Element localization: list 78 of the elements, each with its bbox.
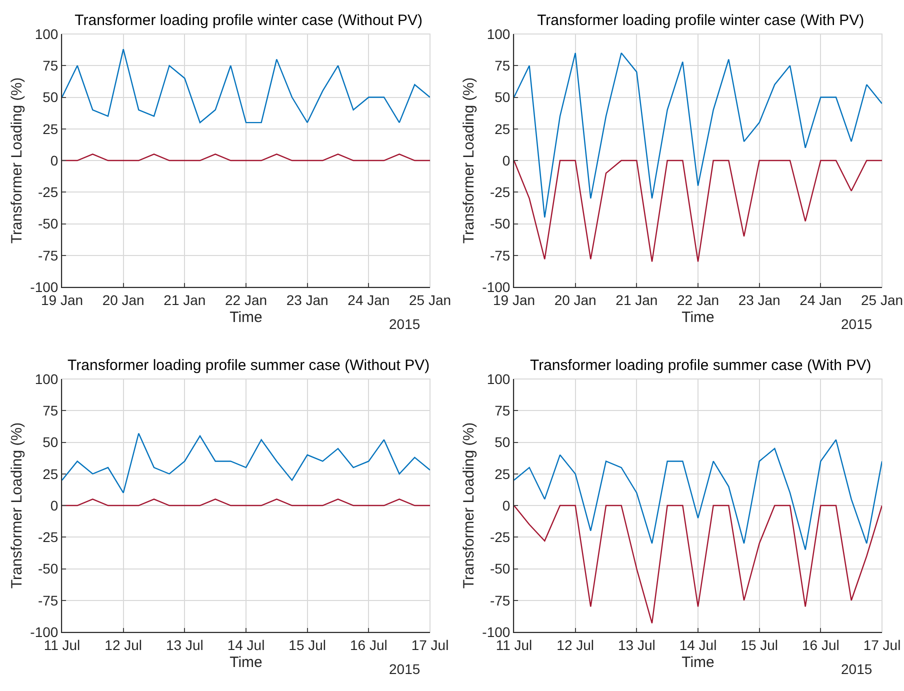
y-axis-title: Transformer Loading (%) (460, 77, 478, 244)
y-tick-label: 75 (42, 58, 58, 74)
y-tick-label: 100 (34, 370, 58, 387)
y-tick-label: -25 (38, 529, 58, 546)
y-tick-label: 50 (42, 434, 58, 450)
x-tick-label: 15 Jul (288, 636, 326, 653)
text: 2015 (841, 316, 872, 332)
y-tick-label: -75 (38, 592, 58, 608)
chart-title: Transformer loading profile winter case (Without PV) (74, 12, 423, 30)
line-series (62, 432, 430, 494)
x-tick-label: 24 Jan (348, 292, 390, 308)
y-tick-label: 25 (42, 120, 58, 137)
x-tick-label: 22 Jan (224, 292, 268, 308)
x-tick-label: 15 Jul (740, 636, 778, 653)
y-axis-title: Transformer Loading (%) (8, 77, 26, 244)
y-tick-label: 75 (494, 402, 510, 419)
y-tick-label: 25 (494, 466, 510, 482)
x-tick-label: 13 Jul (166, 636, 204, 653)
line-series (514, 160, 882, 262)
x-tick-label: 21 Jan (164, 292, 206, 308)
y-tick-label: 25 (494, 120, 510, 137)
x-axis-title: Time (682, 308, 714, 326)
x-axis-title: Time (230, 654, 262, 671)
x-tick-label: 12 Jul (104, 636, 142, 653)
y-tick-label: 50 (494, 89, 510, 106)
x-tick-label: 23 Jan (286, 292, 328, 308)
x-tick-label: 25 Jan (408, 292, 452, 308)
y-tick-label: -50 (38, 560, 58, 577)
x-axis-title: Time (682, 654, 714, 671)
x-tick-label: 17 Jul (863, 636, 901, 653)
y-tick-label: 50 (42, 89, 58, 106)
y-tick-label: -75 (38, 247, 58, 264)
x-tick-label: 12 Jul (556, 636, 594, 653)
y-tick-label: -25 (490, 529, 510, 546)
x-tick-label: 25 Jan (860, 292, 904, 308)
line-series (514, 439, 882, 550)
y-tick-label: -75 (490, 592, 510, 608)
x-tick-label: 14 Jul (679, 636, 717, 653)
chart-title: Transformer loading profile summer case (With PV) (530, 357, 872, 374)
y-tick-label: 0 (502, 497, 510, 514)
x-tick-label: 24 Jan (800, 292, 842, 308)
y-tick-label: -50 (490, 216, 510, 232)
y-tick-label: 100 (486, 370, 510, 387)
y-tick-label: 100 (486, 26, 510, 42)
x-tick-label: 16 Jul (350, 636, 388, 653)
x-tick-label: 20 Jan (554, 292, 596, 308)
x-tick-label: 22 Jan (676, 292, 720, 308)
chart-title: Transformer loading profile winter case (With PV) (537, 12, 864, 30)
y-tick-label: 50 (494, 434, 510, 450)
x-tick-label: 14 Jul (227, 636, 265, 653)
y-axis-title: Transformer Loading (%) (8, 422, 26, 589)
x-tick-label: 21 Jan (616, 292, 658, 308)
y-tick-label: 0 (50, 152, 58, 168)
y-tick-label: 0 (50, 497, 58, 514)
y-tick-label: -50 (490, 560, 510, 577)
y-tick-label: -25 (38, 184, 58, 200)
x-axis-title: Time (230, 308, 262, 326)
y-tick-label: 75 (494, 58, 510, 74)
line-series (514, 52, 882, 218)
y-tick-label: 0 (502, 152, 510, 168)
y-tick-label: -25 (490, 184, 510, 200)
x-tick-label: 23 Jan (738, 292, 780, 308)
chart-title: Transformer loading profile summer case (Without PV) (68, 357, 430, 374)
line-series (514, 504, 882, 624)
x-tick-label: 17 Jul (411, 636, 449, 653)
y-tick-label: -75 (490, 247, 510, 264)
line-series (62, 48, 430, 124)
y-axis-title: Transformer Loading (%) (460, 422, 478, 589)
x-tick-label: 20 Jan (102, 292, 144, 308)
y-tick-label: 25 (42, 466, 58, 482)
text: 2015 (389, 316, 420, 332)
x-tick-label: 13 Jul (618, 636, 656, 653)
x-tick-label: 16 Jul (802, 636, 840, 653)
y-tick-label: 75 (42, 402, 58, 419)
text: 2015 (841, 661, 872, 677)
y-tick-label: -50 (38, 216, 58, 232)
y-tick-label: 100 (34, 26, 58, 42)
text: 2015 (389, 661, 420, 677)
